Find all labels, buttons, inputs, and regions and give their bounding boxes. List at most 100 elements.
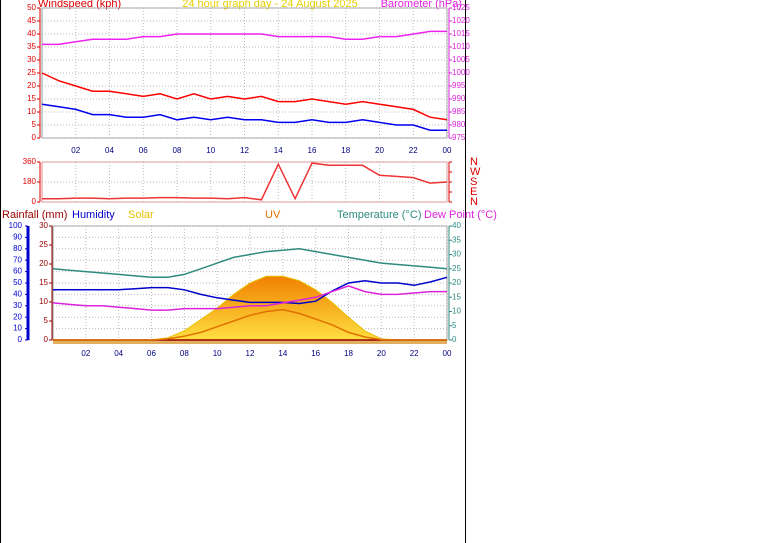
x-tick-label: 10 <box>213 349 222 358</box>
series-line <box>53 308 447 341</box>
x-tick-label: 02 <box>71 146 80 155</box>
x-tick-label: 14 <box>274 146 283 155</box>
y2-tick-label: 985 <box>452 107 466 116</box>
x-tick-label: 08 <box>180 349 189 358</box>
x-tick-label: 12 <box>246 349 255 358</box>
y-tick-label: 35 <box>27 42 36 51</box>
x-tick-label: 08 <box>173 146 182 155</box>
y2-tick-label: 25 <box>452 264 461 273</box>
y2-tick-label: 40 <box>452 221 461 230</box>
y-tick-label: 10 <box>27 107 36 116</box>
y2-tick-label: 20 <box>452 278 461 287</box>
x-tick-label: 02 <box>81 349 90 358</box>
y-tick-label: 360 <box>23 157 37 166</box>
y-tick-label: 0 <box>32 197 37 206</box>
y2-tick-label: 1015 <box>452 29 470 38</box>
legend-entry: UV <box>265 209 281 221</box>
x-tick-label: 18 <box>341 146 350 155</box>
legend-entry: Dew Point (°C) <box>424 209 497 221</box>
y2-tick-label: 10 <box>452 307 461 316</box>
series-line <box>42 162 448 201</box>
y3-tick-label: 30 <box>39 221 48 230</box>
y-tick-label: 20 <box>13 312 22 321</box>
y-tick-label: 60 <box>13 267 22 276</box>
y-tick-label: 50 <box>13 278 22 287</box>
y3-tick-label: 25 <box>39 240 48 249</box>
y-tick-label: 180 <box>23 177 37 186</box>
legend-entry: Solar <box>128 209 154 221</box>
series-line <box>41 103 447 131</box>
y2-tick-label: 1025 <box>452 3 470 12</box>
series-line <box>52 248 448 279</box>
y-tick-label: 100 <box>9 221 23 230</box>
x-tick-label: 10 <box>206 146 215 155</box>
y-tick-label: 40 <box>13 290 22 299</box>
ground-band <box>53 340 447 344</box>
y2-tick-label: 5 <box>452 321 457 330</box>
y-tick-label: 45 <box>27 16 36 25</box>
y2-tick-label: S <box>470 176 477 188</box>
y-tick-label: 10 <box>13 324 22 333</box>
x-tick-label: 00 <box>443 146 452 155</box>
y2-tick-label: 30 <box>452 250 461 259</box>
y-tick-label: 50 <box>27 3 36 12</box>
y2-tick-label: N <box>470 196 478 208</box>
x-tick-label: 16 <box>308 146 317 155</box>
y2-tick-label: 980 <box>452 120 466 129</box>
y-tick-label: 70 <box>13 255 22 264</box>
y-tick-label: 90 <box>13 233 22 242</box>
y2-tick-label: 0 <box>452 335 457 344</box>
x-tick-label: 00 <box>443 349 452 358</box>
legend-entry: Humidity <box>72 209 115 221</box>
x-tick-label: 06 <box>147 349 156 358</box>
y2-tick-label: E <box>470 186 477 198</box>
solar-area <box>53 275 447 341</box>
x-tick-label: 18 <box>344 349 353 358</box>
y-tick-label: 0 <box>32 133 37 142</box>
y-tick-label: 0 <box>18 335 23 344</box>
y3-tick-label: 20 <box>39 259 48 268</box>
y3-tick-label: 0 <box>44 335 49 344</box>
y3-tick-label: 5 <box>44 316 49 325</box>
y2-tick-label: 1010 <box>452 42 470 51</box>
y3-tick-label: 15 <box>39 278 48 287</box>
y2-tick-label: 975 <box>452 133 466 142</box>
y2-tick-label: 995 <box>452 81 466 90</box>
y2-tick-label: 35 <box>452 235 461 244</box>
y-tick-label: 5 <box>32 120 37 129</box>
series-line <box>53 276 448 305</box>
y2-tick-label: N <box>470 156 478 168</box>
y-tick-label: 40 <box>27 29 36 38</box>
x-tick-label: 20 <box>377 349 386 358</box>
x-tick-label: 22 <box>409 146 418 155</box>
y2-tick-label: 1005 <box>452 55 470 64</box>
y-tick-label: 80 <box>13 244 22 253</box>
x-tick-label: 12 <box>240 146 249 155</box>
y-tick-label: 15 <box>27 94 36 103</box>
x-tick-label: 14 <box>278 349 287 358</box>
y2-tick-label: 990 <box>452 94 466 103</box>
x-tick-label: 04 <box>114 349 123 358</box>
x-tick-label: 22 <box>410 349 419 358</box>
y2-axis-title: Barometer (hPa) <box>381 0 462 10</box>
x-tick-label: 04 <box>105 146 114 155</box>
y-tick-label: 30 <box>13 301 22 310</box>
y3-tick-label: 10 <box>39 297 48 306</box>
chart-title: 24 hour graph day - 24 August 2025 <box>182 0 358 10</box>
x-tick-label: 20 <box>375 146 384 155</box>
series-line <box>52 285 447 311</box>
x-tick-label: 16 <box>311 349 320 358</box>
y2-tick-label: 1000 <box>452 68 470 77</box>
series-line <box>41 72 448 121</box>
y-axis-title: Windspeed (kph) <box>38 0 121 10</box>
y2-tick-label: 15 <box>452 292 461 301</box>
x-tick-label: 06 <box>139 146 148 155</box>
y-tick-label: 20 <box>27 81 36 90</box>
series-line <box>42 30 447 46</box>
y-tick-label: 30 <box>27 55 36 64</box>
y-tick-label: 25 <box>27 68 36 77</box>
legend-entry: Temperature (°C) <box>337 209 421 221</box>
y2-tick-label: 1020 <box>452 16 470 25</box>
legend-entry: Rainfall (mm) <box>2 209 67 221</box>
